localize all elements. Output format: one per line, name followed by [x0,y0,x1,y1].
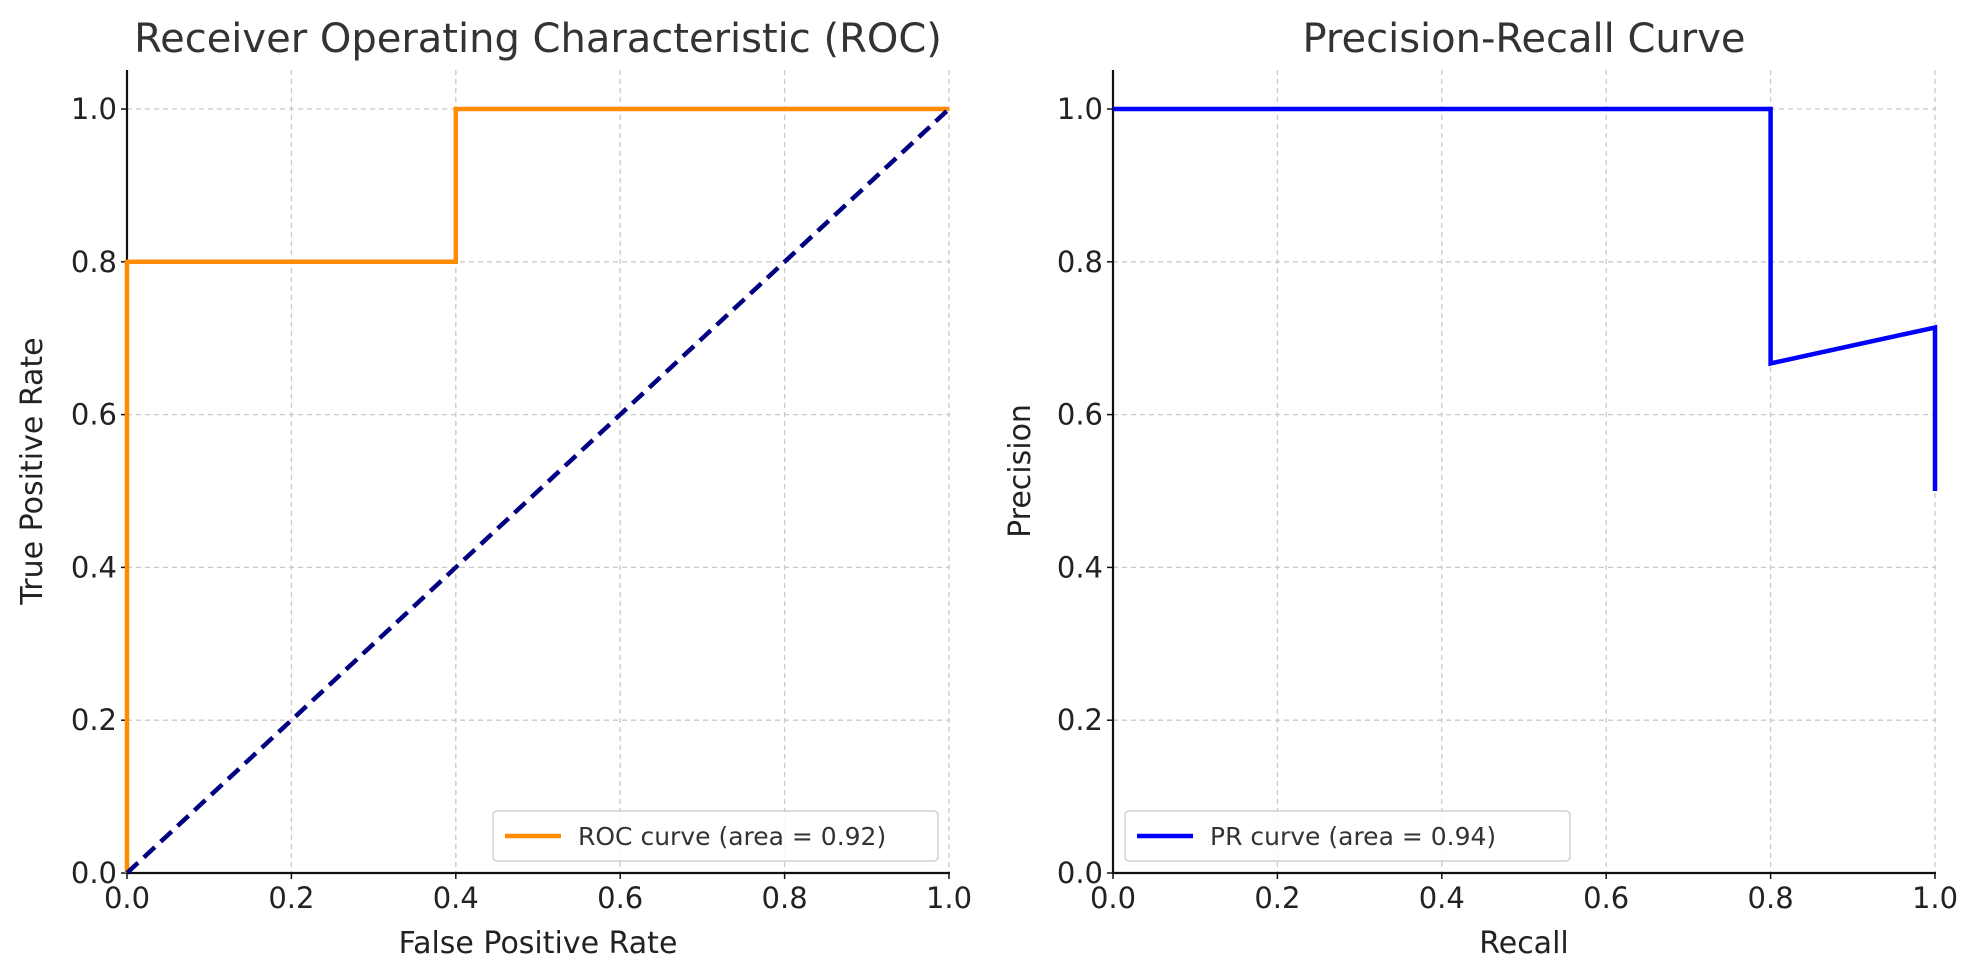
roc-legend-label: ROC curve (area = 0.92) [578,822,886,851]
pr-series-curve [1113,106,1938,491]
pr-y-tick-label: 0.4 [1057,550,1103,584]
pr-y-tick-label: 0.6 [1057,398,1103,432]
roc-x-axis-label: False Positive Rate [399,926,678,961]
roc-legend-box [492,810,939,862]
roc-x-tick-label: 1.0 [926,881,972,915]
roc-y-tick-label: 0.4 [71,550,117,584]
pr-y-tick-label: 0.0 [1057,856,1103,890]
pr-legend-box [1124,810,1571,862]
pr-x-tick-label: 0.6 [1583,881,1629,915]
pr-x-tick-label: 0.8 [1748,881,1794,915]
roc-y-tick-label: 0.8 [71,245,117,279]
pr-x-axis-label: Recall [1479,926,1569,961]
pr-y-tick-label: 1.0 [1057,92,1103,126]
pr-x-tick-label: 1.0 [1912,881,1958,915]
roc-x-tick-label: 0.0 [104,881,150,915]
roc-x-tick-label: 0.8 [762,881,808,915]
pr-legend: PR curve (area = 0.94) [1124,810,1571,862]
roc-series-chance-line [125,107,951,875]
pr-x-tick-label: 0.4 [1419,881,1465,915]
roc-y-tick-label: 1.0 [71,92,117,126]
pr-legend-label: PR curve (area = 0.94) [1210,822,1496,851]
roc-chart-title: Receiver Operating Characteristic (ROC) [134,16,942,62]
pr-x-tick-label: 0.0 [1090,881,1136,915]
roc-x-tick-label: 0.6 [597,881,643,915]
pr-chart-title: Precision-Recall Curve [1303,16,1746,62]
pr-y-tick-label: 0.8 [1057,245,1103,279]
roc-x-tick-label: 0.4 [433,881,479,915]
pr-y-tick-label: 0.2 [1057,703,1103,737]
pr-x-tick-label: 0.2 [1254,881,1300,915]
roc-x-tick-label: 0.2 [268,881,314,915]
pr-y-axis-label: Precision [1003,404,1038,538]
roc-y-tick-label: 0.2 [71,703,117,737]
roc-y-tick-label: 0.0 [71,856,117,890]
roc-y-axis-label: True Positive Rate [15,337,50,605]
roc-legend: ROC curve (area = 0.92) [492,810,939,862]
roc-chart: Receiver Operating Characteristic (ROC) 0… [15,16,972,961]
roc-y-tick-label: 0.6 [71,398,117,432]
roc-series-curve [124,106,949,873]
pr-chart: Precision-Recall Curve 0.0 0.2 0.4 0.6 0.8 1.0… [1003,16,1958,961]
